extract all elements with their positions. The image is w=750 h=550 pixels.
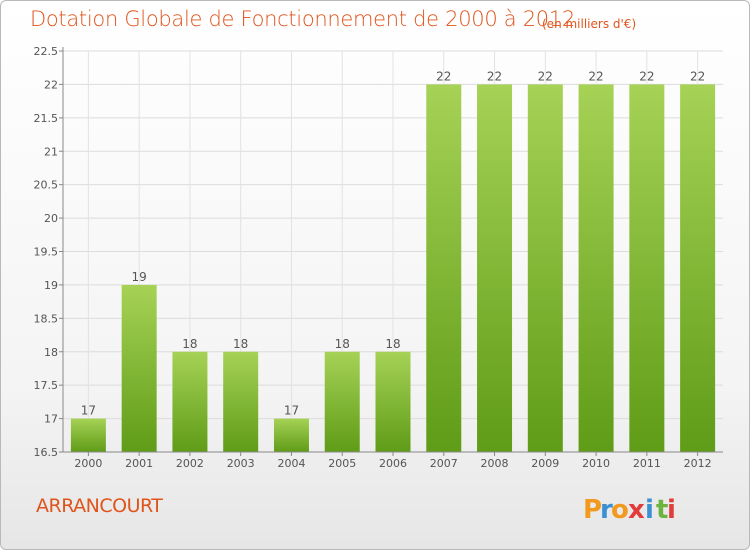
bar (70, 418, 106, 452)
bar-value-label: 22 (588, 69, 603, 83)
y-tick-label: 22.5 (34, 45, 59, 58)
x-tick-label: 2012 (684, 457, 712, 470)
y-tick-label: 18 (44, 346, 58, 359)
bar (680, 84, 716, 453)
y-tick-label: 18.5 (34, 312, 59, 325)
axes (59, 47, 723, 456)
bar (223, 351, 259, 452)
x-tick-label: 2005 (328, 457, 356, 470)
bar-value-label: 17 (81, 404, 96, 418)
bars (70, 84, 716, 453)
y-tick-label: 16.5 (34, 446, 59, 459)
bar (477, 84, 513, 453)
logo-letter: i (645, 495, 654, 525)
y-tick-label: 20.5 (34, 179, 59, 192)
commune-name: ARRANCOURT (36, 495, 163, 517)
y-tick-label: 22 (44, 78, 58, 91)
x-tick-label: 2002 (176, 457, 204, 470)
bar (375, 351, 411, 452)
bar (629, 84, 665, 453)
y-tick-label: 21.5 (34, 112, 59, 125)
x-tick-label: 2011 (633, 457, 661, 470)
x-tick-label: 2001 (125, 457, 153, 470)
x-tick-label: 2000 (74, 457, 102, 470)
logo-letter: o (611, 495, 629, 525)
chart-subtitle: (en milliers d'€) (542, 17, 637, 31)
bar-value-label: 22 (690, 69, 705, 83)
bar-value-label: 22 (639, 69, 654, 83)
bar-value-label: 18 (182, 337, 197, 351)
y-tick-label: 21 (44, 145, 58, 158)
bar (172, 351, 208, 452)
logo-letter: x (628, 495, 645, 525)
x-tick-label: 2006 (379, 457, 407, 470)
y-tick-label: 19.5 (34, 246, 59, 259)
y-tick-label: 19 (44, 279, 58, 292)
bar (324, 351, 360, 452)
x-tick-label: 2007 (430, 457, 458, 470)
logo-letter: r (600, 495, 613, 525)
logo-letter: P (583, 495, 602, 525)
bar-value-label: 18 (233, 337, 248, 351)
bar-value-label: 17 (284, 404, 299, 418)
bar-value-label: 22 (487, 69, 502, 83)
x-tick-label: 2004 (277, 457, 305, 470)
y-tick-label: 17.5 (34, 379, 59, 392)
logo-letter: t (656, 495, 668, 525)
bar (121, 284, 157, 452)
logo-letter: i (667, 495, 676, 525)
bar (426, 84, 462, 453)
x-tick-label: 2009 (531, 457, 559, 470)
bar-value-label: 19 (132, 270, 147, 284)
bar-value-label: 22 (436, 69, 451, 83)
bar-value-label: 18 (335, 337, 350, 351)
bar-value-label: 18 (385, 337, 400, 351)
bar (578, 84, 614, 453)
labels: 16.5 17 17.5 18 18.5 19 19.5 20 20.5 21 21.5 22 22.5… (34, 45, 712, 470)
chart-title: Dotation Globale de Fonctionnement de 20… (30, 7, 575, 31)
bar (527, 84, 563, 453)
x-tick-label: 2003 (227, 457, 255, 470)
y-tick-label: 17 (44, 413, 58, 426)
bar-chart: 16.5 17 17.5 18 18.5 19 19.5 20 20.5 21 21.5 22 22.5… (34, 45, 723, 470)
y-tick-label: 20 (44, 212, 58, 225)
x-tick-label: 2010 (582, 457, 610, 470)
x-tick-label: 2008 (481, 457, 509, 470)
bar-value-label: 22 (538, 69, 553, 83)
bar (273, 418, 309, 452)
